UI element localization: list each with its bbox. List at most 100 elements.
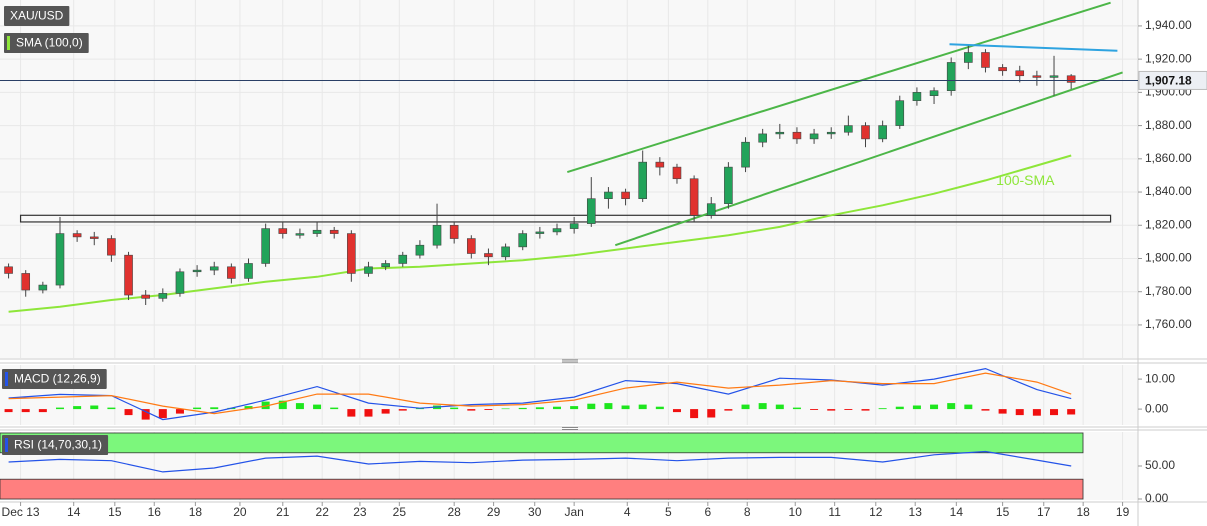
- histogram-bar: [295, 403, 304, 410]
- candle-body: [175, 271, 185, 294]
- histogram-bar: [141, 409, 150, 420]
- line: [8, 450, 1072, 473]
- candle-body: [569, 223, 579, 229]
- resize-handle[interactable]: [562, 359, 578, 363]
- histogram-bar: [124, 409, 133, 416]
- x-tick-label: 11: [828, 505, 841, 519]
- histogram-bar: [535, 407, 544, 410]
- histogram-bar: [981, 409, 990, 411]
- candle-body: [912, 92, 922, 101]
- x-tick-label: 5: [665, 505, 672, 519]
- histogram-bar: [570, 406, 579, 410]
- histogram-bar: [775, 404, 784, 410]
- y-tick-label: 1,920.00: [1145, 51, 1192, 65]
- histogram-bar: [810, 409, 819, 410]
- y-tick-label: 1,860.00: [1145, 151, 1192, 165]
- histogram-bar: [621, 405, 630, 410]
- x-tick-label: 18: [1076, 505, 1090, 519]
- x-tick-label: 23: [353, 505, 367, 519]
- histogram-bar: [21, 409, 30, 413]
- x-tick-label: 14: [950, 505, 964, 519]
- candle-body: [38, 284, 48, 291]
- band: [0, 478, 1084, 500]
- legend-swatch: [5, 372, 8, 386]
- price-label: 1,907.18: [1145, 74, 1192, 88]
- x-tick-label: 6: [704, 505, 711, 519]
- line: [8, 154, 1072, 313]
- candle-body: [604, 191, 613, 199]
- candle-body: [929, 90, 939, 96]
- histogram-bar: [638, 404, 647, 410]
- histogram-bar: [1050, 409, 1059, 416]
- histogram-bar: [381, 409, 390, 414]
- candle-body: [1032, 75, 1042, 78]
- resize-handle[interactable]: [562, 427, 578, 430]
- candle-body: [449, 224, 459, 239]
- candle-body: [981, 52, 990, 68]
- candle-body: [775, 131, 785, 135]
- histogram-bar: [1067, 409, 1076, 415]
- legend-swatch: [5, 438, 8, 452]
- candle-body: [261, 228, 270, 264]
- histogram-bar: [741, 404, 750, 410]
- x-tick-label: 15: [996, 505, 1010, 519]
- histogram-bar: [330, 407, 339, 410]
- candle-body: [227, 266, 236, 279]
- candle-body: [792, 131, 802, 140]
- y-tick-label: 1,880.00: [1145, 118, 1192, 132]
- histogram-bar: [347, 409, 356, 417]
- y-tick-label: 1,760.00: [1145, 317, 1192, 331]
- histogram-bar: [861, 409, 870, 411]
- x-tick-label: 21: [276, 505, 290, 519]
- line: [8, 367, 1072, 421]
- candle-body: [689, 178, 699, 216]
- candle-body: [946, 62, 956, 92]
- candle-body: [586, 198, 596, 224]
- candle-body: [672, 166, 682, 180]
- candle-body: [878, 125, 887, 140]
- zone: [19, 214, 1112, 223]
- y-tick-label: 0.00: [1145, 491, 1169, 505]
- candle-body: [809, 133, 819, 140]
- candle-body: [1049, 75, 1059, 78]
- x-tick-label: 12: [869, 505, 883, 519]
- candle-body: [758, 133, 767, 143]
- legend-text: XAU/USD: [10, 9, 64, 23]
- histogram-bar: [313, 404, 322, 410]
- candle-body: [741, 141, 750, 168]
- histogram-bar: [193, 407, 202, 410]
- y-tick-label: 1,940.00: [1145, 18, 1192, 32]
- candle-body: [706, 203, 716, 216]
- histogram-bar: [707, 409, 716, 418]
- price-box: [1138, 70, 1207, 90]
- histogram-bar: [55, 407, 64, 410]
- candle-body: [124, 254, 133, 296]
- candle-body: [484, 253, 493, 258]
- histogram-bar: [38, 409, 47, 413]
- x-tick-label: 15: [108, 505, 122, 519]
- legend-box: [2, 435, 109, 455]
- histogram-bar: [210, 407, 219, 410]
- histogram-bar: [792, 407, 801, 410]
- candle-body: [415, 244, 425, 256]
- histogram-bar: [364, 409, 373, 417]
- histogram-bar: [758, 403, 767, 410]
- legend-box: [4, 33, 89, 53]
- candle-body: [312, 229, 322, 234]
- y-tick-label: 1,780.00: [1145, 284, 1192, 298]
- candle-body: [1066, 75, 1076, 83]
- band: [0, 432, 1084, 454]
- candle-body: [347, 233, 356, 274]
- candle-body: [467, 238, 476, 254]
- candle-body: [1015, 70, 1025, 77]
- histogram-bar: [158, 409, 167, 419]
- macd-panel: [0, 365, 1138, 425]
- x-tick-label: 17: [1037, 505, 1051, 519]
- histogram-bar: [895, 406, 904, 410]
- candle-body: [398, 254, 408, 264]
- histogram-bar: [450, 407, 459, 410]
- candle-body: [107, 238, 116, 256]
- histogram-bar: [1032, 409, 1041, 416]
- histogram-bar: [278, 400, 287, 410]
- legend-label: MACD (12,26,9): [2, 369, 107, 389]
